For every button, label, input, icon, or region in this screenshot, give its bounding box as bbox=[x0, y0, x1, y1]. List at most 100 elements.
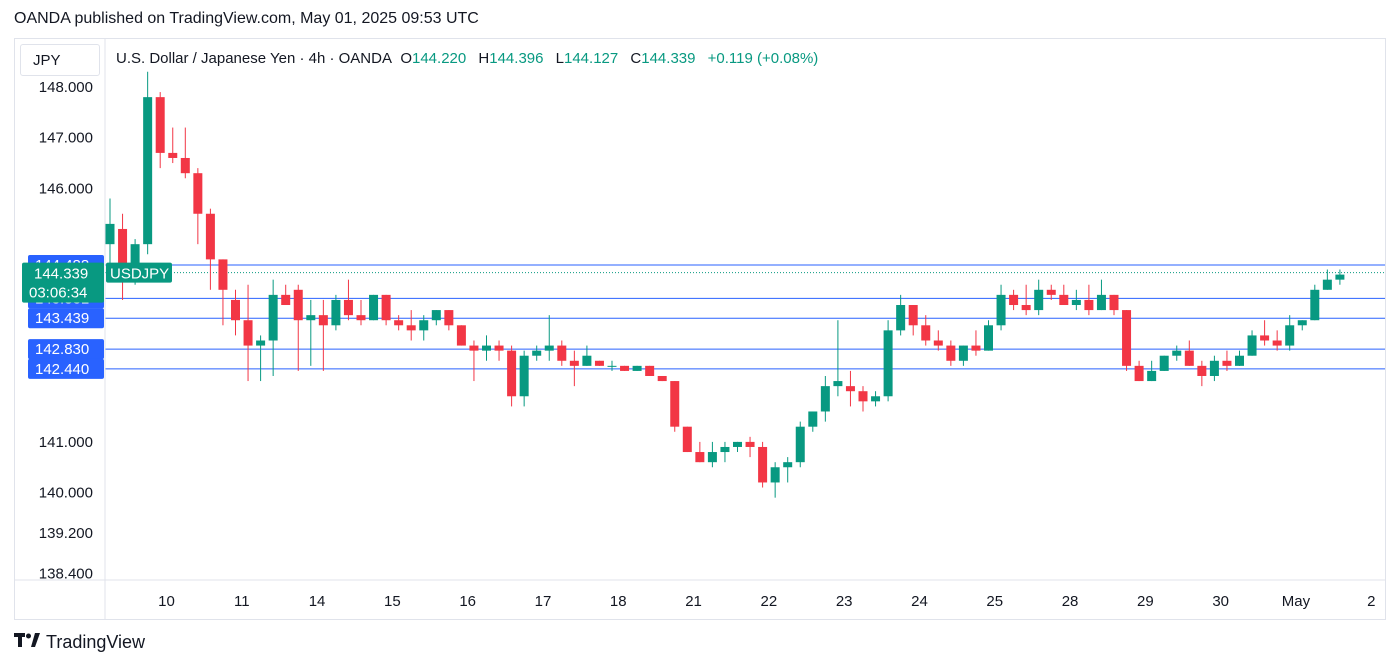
candle[interactable] bbox=[808, 411, 818, 432]
candle[interactable] bbox=[318, 299, 328, 371]
candle[interactable] bbox=[143, 71, 153, 255]
candle[interactable] bbox=[482, 335, 491, 361]
candle[interactable] bbox=[1059, 284, 1069, 306]
candle[interactable] bbox=[783, 457, 793, 483]
candle[interactable] bbox=[632, 365, 642, 371]
candle[interactable] bbox=[733, 441, 742, 453]
candle[interactable] bbox=[1235, 350, 1244, 366]
candle[interactable] bbox=[1109, 294, 1119, 316]
candle[interactable] bbox=[1310, 284, 1320, 321]
candle[interactable] bbox=[1222, 350, 1232, 371]
candle[interactable] bbox=[419, 315, 429, 341]
candle[interactable] bbox=[193, 168, 203, 245]
candle[interactable] bbox=[1122, 310, 1132, 371]
candle[interactable] bbox=[268, 279, 278, 376]
candle[interactable] bbox=[1034, 279, 1044, 316]
candle[interactable] bbox=[544, 315, 554, 361]
candle[interactable] bbox=[1247, 330, 1257, 356]
candle[interactable] bbox=[1260, 320, 1270, 346]
candle[interactable] bbox=[293, 284, 303, 371]
candle[interactable] bbox=[946, 340, 956, 366]
candle[interactable] bbox=[1184, 340, 1194, 366]
candle[interactable] bbox=[984, 320, 993, 351]
candle[interactable] bbox=[908, 305, 918, 336]
candle[interactable] bbox=[168, 127, 178, 164]
candle[interactable] bbox=[456, 325, 466, 346]
candle[interactable] bbox=[620, 365, 630, 371]
candle[interactable] bbox=[795, 421, 805, 468]
candle[interactable] bbox=[657, 375, 667, 382]
candle[interactable] bbox=[858, 386, 868, 412]
candle[interactable] bbox=[519, 350, 529, 407]
candle[interactable] bbox=[105, 198, 115, 275]
candle[interactable] bbox=[883, 320, 893, 402]
candle[interactable] bbox=[1147, 360, 1157, 382]
candle[interactable] bbox=[444, 310, 454, 331]
candle[interactable] bbox=[594, 360, 604, 366]
candle[interactable] bbox=[921, 315, 931, 346]
candle[interactable] bbox=[306, 299, 316, 366]
candle[interactable] bbox=[1096, 279, 1106, 311]
candle[interactable] bbox=[1272, 330, 1282, 351]
candle[interactable] bbox=[996, 284, 1006, 331]
tradingview-logo[interactable]: TradingView bbox=[14, 632, 145, 653]
candle[interactable] bbox=[557, 340, 567, 366]
candle[interactable] bbox=[331, 294, 341, 331]
candle[interactable] bbox=[896, 294, 906, 336]
candle[interactable] bbox=[670, 381, 680, 432]
candle[interactable] bbox=[394, 315, 404, 331]
level-price-tag[interactable]: 142.830 bbox=[28, 339, 104, 360]
level-price-tag[interactable]: 143.439 bbox=[28, 308, 104, 329]
candle[interactable] bbox=[155, 92, 165, 169]
candle[interactable] bbox=[582, 345, 592, 366]
candle[interactable] bbox=[356, 299, 366, 326]
candle[interactable] bbox=[645, 365, 655, 376]
candle[interactable] bbox=[1021, 284, 1031, 316]
candle[interactable] bbox=[369, 294, 379, 321]
candle[interactable] bbox=[833, 320, 843, 397]
candle[interactable] bbox=[958, 345, 968, 366]
candle[interactable] bbox=[745, 436, 755, 458]
candle[interactable] bbox=[1172, 345, 1182, 361]
candle[interactable] bbox=[871, 391, 881, 407]
candle[interactable] bbox=[1197, 360, 1207, 387]
currency-badge[interactable]: JPY bbox=[20, 44, 100, 76]
candle[interactable] bbox=[607, 360, 617, 371]
candle[interactable] bbox=[469, 340, 479, 382]
candle[interactable] bbox=[720, 441, 730, 463]
candle[interactable] bbox=[1285, 315, 1295, 351]
candle[interactable] bbox=[1134, 360, 1144, 382]
candle[interactable] bbox=[1335, 269, 1345, 285]
candle[interactable] bbox=[1084, 284, 1094, 316]
candle[interactable] bbox=[218, 259, 228, 326]
candle[interactable] bbox=[845, 370, 855, 407]
candle[interactable] bbox=[118, 213, 128, 300]
level-price-tag[interactable]: 142.440 bbox=[28, 358, 104, 379]
candle[interactable] bbox=[1046, 284, 1056, 300]
candle[interactable] bbox=[971, 330, 981, 356]
candle[interactable] bbox=[1159, 355, 1169, 371]
candle[interactable] bbox=[820, 375, 830, 422]
candle[interactable] bbox=[1009, 289, 1019, 311]
candle[interactable] bbox=[933, 330, 943, 351]
candle[interactable] bbox=[281, 284, 291, 306]
candle[interactable] bbox=[770, 462, 780, 498]
candle[interactable] bbox=[532, 345, 542, 361]
candle[interactable] bbox=[682, 426, 692, 453]
last-price-tag[interactable]: 144.339 03:06:34 USDJPY bbox=[22, 262, 172, 303]
candle[interactable] bbox=[343, 279, 353, 321]
candle[interactable] bbox=[180, 127, 190, 179]
candle[interactable] bbox=[494, 340, 504, 361]
candle[interactable] bbox=[758, 441, 768, 488]
candle[interactable] bbox=[695, 441, 705, 463]
candle[interactable] bbox=[707, 441, 717, 468]
candle[interactable] bbox=[569, 350, 579, 387]
candle[interactable] bbox=[1209, 355, 1219, 382]
candle[interactable] bbox=[231, 289, 240, 336]
candle[interactable] bbox=[381, 294, 391, 326]
candle[interactable] bbox=[243, 284, 253, 382]
candle[interactable] bbox=[1297, 320, 1307, 331]
candle[interactable] bbox=[1071, 289, 1081, 311]
candle[interactable] bbox=[431, 310, 441, 326]
